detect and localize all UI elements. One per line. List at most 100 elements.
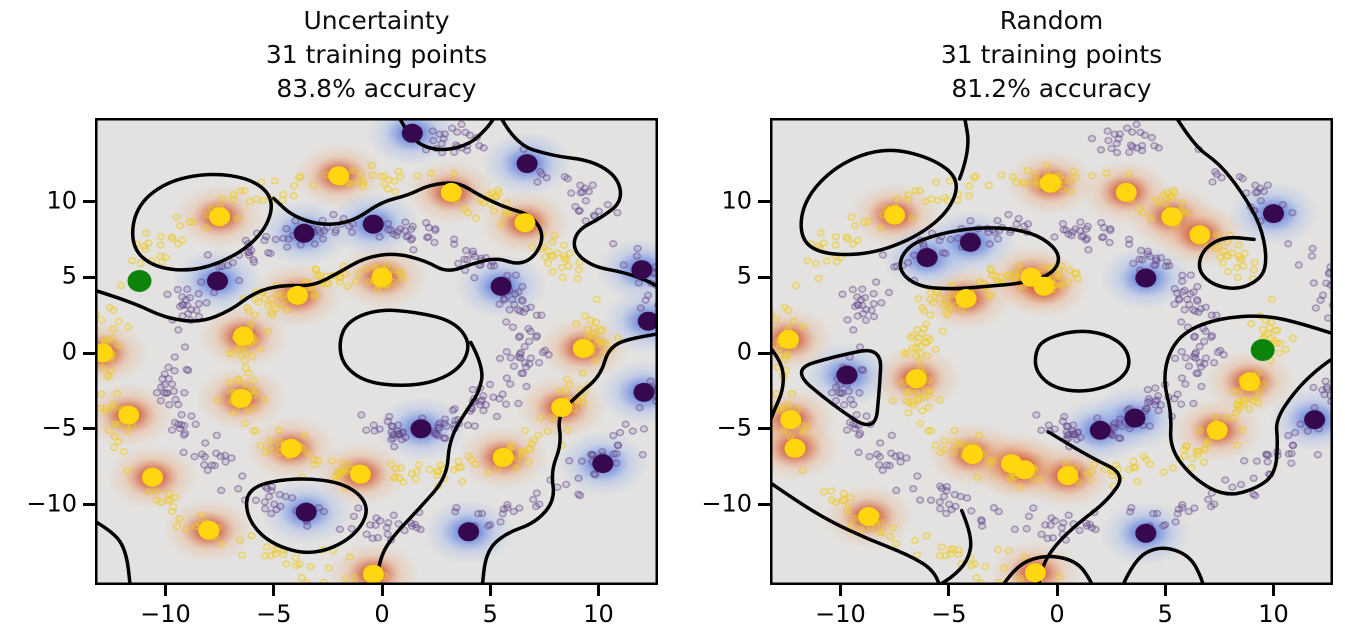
- yellow-scatter-point: [573, 274, 582, 283]
- purple-scatter-point: [1191, 354, 1200, 362]
- yellow-scatter-point: [1216, 253, 1225, 261]
- yellow-scatter-point: [904, 409, 913, 417]
- yellow-scatter-point: [165, 495, 174, 504]
- purple-scatter-point: [164, 374, 173, 383]
- purple-scatter-point: [1323, 314, 1333, 322]
- purple-scatter-point: [424, 233, 433, 241]
- purple-scatter-point: [840, 401, 849, 409]
- purple-scatter-point: [451, 507, 460, 516]
- purple-scatter-point: [1313, 450, 1322, 459]
- yellow-scatter-point: [999, 564, 1009, 572]
- yellow-scatter-point: [598, 326, 607, 335]
- purple-scatter-point: [1190, 504, 1199, 512]
- yellow-scatter-point: [341, 574, 350, 583]
- yellow-scatter-point: [292, 561, 301, 570]
- yellow-scatter-point: [100, 336, 109, 345]
- y-tick-label: 5: [736, 261, 752, 290]
- yellow-training-point: [572, 339, 594, 358]
- purple-scatter-point: [243, 248, 253, 256]
- yellow-scatter-point: [850, 222, 860, 230]
- yellow-scatter-point: [915, 186, 924, 195]
- yellow-scatter-point: [136, 259, 145, 268]
- purple-scatter-point: [422, 219, 431, 227]
- yellow-scatter-point: [297, 573, 306, 582]
- purple-scatter-point: [354, 504, 363, 512]
- purple-scatter-point: [1159, 522, 1168, 530]
- purple-scatter-point: [1079, 232, 1088, 240]
- purple-scatter-point: [217, 262, 227, 271]
- purple-scatter-point: [479, 406, 488, 415]
- purple-scatter-point: [1126, 141, 1136, 149]
- purple-scatter-point: [441, 434, 450, 443]
- purple-scatter-point: [509, 362, 519, 370]
- purple-scatter-point: [567, 189, 576, 197]
- yellow-scatter-point: [1249, 397, 1258, 406]
- purple-scatter-point: [1251, 491, 1260, 500]
- purple-scatter-point: [525, 337, 534, 346]
- purple-scatter-point: [1103, 127, 1112, 135]
- yellow-scatter-point: [309, 181, 318, 190]
- yellow-scatter-point: [935, 396, 944, 404]
- purple-scatter-point: [184, 366, 193, 375]
- purple-scatter-point: [197, 450, 207, 459]
- purple-scatter-point: [1284, 239, 1293, 248]
- yellow-scatter-point: [364, 278, 373, 287]
- purple-scatter-point: [202, 299, 211, 307]
- purple-scatter-point: [1068, 228, 1077, 236]
- yellow-scatter-point: [1272, 339, 1282, 347]
- yellow-scatter-point: [156, 232, 166, 241]
- yellow-scatter-point: [916, 349, 925, 357]
- yellow-scatter-point: [592, 295, 601, 304]
- purple-scatter-point: [194, 289, 203, 298]
- yellow-scatter-point: [1129, 457, 1138, 466]
- purple-scatter-point: [510, 300, 519, 309]
- purple-scatter-point: [1176, 400, 1186, 408]
- yellow-scatter-point: [1259, 380, 1268, 389]
- yellow-scatter-point: [907, 214, 917, 223]
- purple-scatter-point: [1249, 474, 1258, 483]
- yellow-scatter-point: [997, 171, 1006, 179]
- purple-scatter-point: [387, 428, 396, 436]
- purple-scatter-point: [1184, 362, 1194, 370]
- purple-scatter-point: [1069, 429, 1079, 438]
- purple-scatter-point: [1163, 258, 1172, 266]
- purple-scatter-point: [518, 297, 527, 305]
- purple-scatter-point: [1125, 240, 1134, 248]
- yellow-scatter-point: [1065, 177, 1074, 186]
- yellow-scatter-point: [938, 327, 947, 336]
- purple-scatter-point: [588, 181, 597, 189]
- purple-scatter-point: [165, 401, 174, 409]
- yellow-scatter-point: [114, 317, 123, 326]
- purple-scatter-point: [201, 439, 210, 447]
- purple-scatter-point: [937, 484, 947, 493]
- yellow-scatter-point: [918, 304, 927, 312]
- purple-scatter-point: [187, 305, 196, 314]
- purple-scatter-point: [858, 301, 867, 310]
- yellow-scatter-point: [816, 229, 826, 237]
- yellow-scatter-point: [243, 407, 252, 415]
- purple-scatter-point: [1073, 428, 1083, 436]
- yellow-scatter-point: [588, 329, 598, 338]
- purple-scatter-point: [520, 359, 530, 367]
- purple-scatter-point: [1105, 238, 1114, 247]
- purple-scatter-point: [163, 389, 172, 397]
- purple-scatter-point: [581, 217, 590, 225]
- yellow-scatter-point: [350, 574, 360, 582]
- yellow-training-point: [1115, 182, 1137, 202]
- purple-scatter-point: [1228, 483, 1237, 491]
- purple-scatter-point: [485, 380, 495, 389]
- uncertainty-plot-title: Uncertainty 31 training points 83.8% acc…: [95, 4, 658, 106]
- purple-scatter-point: [408, 222, 417, 231]
- purple-scatter-point: [1160, 520, 1170, 529]
- yellow-scatter-point: [1255, 387, 1265, 395]
- y-tick-label: 0: [61, 337, 77, 366]
- yellow-training-point: [280, 438, 302, 458]
- purple-scatter-point: [393, 427, 402, 436]
- yellow-scatter-point: [213, 396, 222, 405]
- purple-scatter-point: [515, 350, 525, 359]
- yellow-scatter-point: [289, 191, 299, 200]
- purple-scatter-point: [1190, 350, 1200, 359]
- purple-scatter-point: [440, 415, 450, 423]
- yellow-scatter-point: [1014, 262, 1024, 271]
- plot-title-line: 31 training points: [265, 40, 488, 69]
